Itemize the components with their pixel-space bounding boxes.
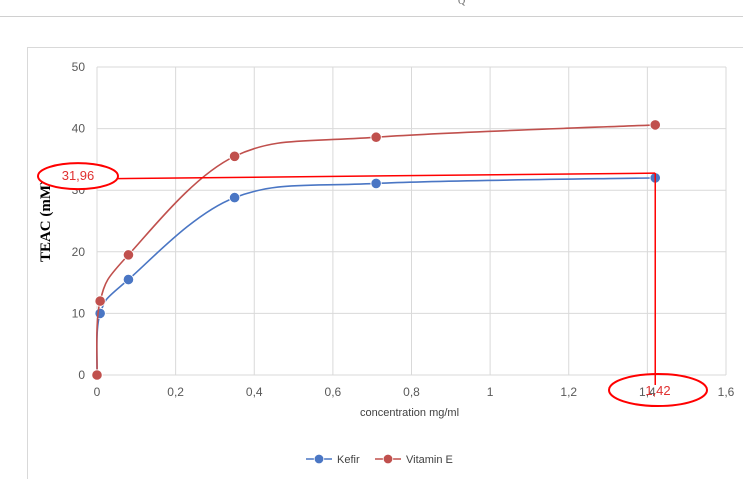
data-point-kefir <box>370 177 382 190</box>
x-tick-label: 1,4 <box>639 385 656 399</box>
data-point-vitamin-e <box>370 131 382 143</box>
x-tick-label: 0,8 <box>403 385 420 399</box>
x-tick-label: 1,6 <box>718 385 735 399</box>
data-point-kefir <box>228 191 241 204</box>
legend-marker-kefir <box>313 453 325 465</box>
y-axis-title: TEAC (mM) <box>38 180 54 262</box>
data-point-vitamin-e <box>122 249 135 261</box>
data-point-vitamin-e <box>228 150 241 162</box>
x-tick-label: 0,2 <box>167 385 184 399</box>
x-tick-label: 0 <box>94 385 101 399</box>
top-text-fragment: Q <box>458 0 466 7</box>
x-axis-title: concentration mg/ml <box>360 407 459 419</box>
data-point-vitamin-e <box>91 369 103 381</box>
y-value-highlight-ellipse <box>37 162 119 191</box>
chart-grid <box>96 66 727 376</box>
series-line-vitamin-e <box>96 124 656 376</box>
x-tick-label: 0,6 <box>325 385 342 399</box>
annotations: 31,96 1,42 <box>37 162 708 407</box>
x-tick-label: 1 <box>487 385 494 399</box>
x-tick-label: 0,4 <box>246 385 263 399</box>
legend-marker-vitamin-e <box>382 453 394 465</box>
y-tick-label: 20 <box>72 245 86 259</box>
axis-titles: TEAC (mM) concentration mg/ml <box>38 180 459 419</box>
data-series <box>91 119 661 381</box>
legend-label-kefir: Kefir <box>337 454 360 466</box>
y-value-annotation: 31,96 <box>62 168 95 183</box>
data-point-vitamin-e <box>649 119 661 131</box>
series-line-kefir <box>96 177 656 376</box>
horizontal-guide-line <box>116 172 656 180</box>
x-value-highlight-ellipse <box>608 373 708 407</box>
data-point-kefir <box>94 307 106 319</box>
y-tick-label: 40 <box>72 122 86 136</box>
data-point-kefir <box>122 273 135 286</box>
legend-label-vitamin-e: Vitamin E <box>406 454 453 466</box>
y-tick-label: 0 <box>78 368 85 382</box>
x-tick-label: 1,2 <box>560 385 577 399</box>
document-top-strip: Q <box>0 0 743 17</box>
x-value-annotation: 1,42 <box>645 383 670 398</box>
y-tick-label: 10 <box>72 306 86 320</box>
chart-frame <box>27 47 743 479</box>
chart-legend: Kefir Vitamin E <box>306 453 453 466</box>
y-tick-label: 50 <box>72 60 86 74</box>
data-point-vitamin-e <box>94 295 106 307</box>
